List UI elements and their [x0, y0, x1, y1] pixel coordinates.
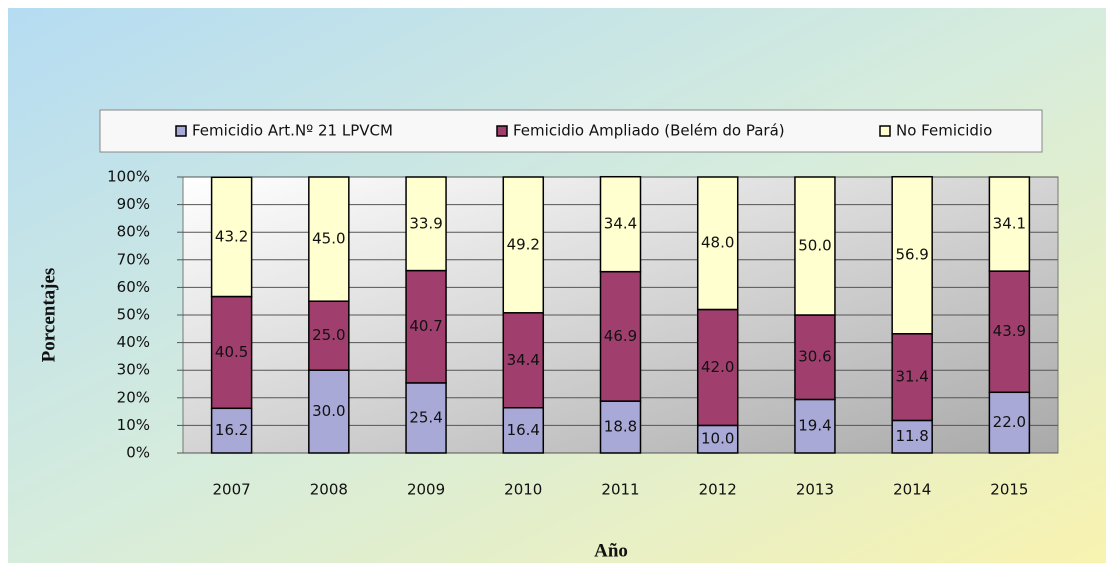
legend-swatch: [496, 125, 508, 137]
data-label: 25.0: [312, 326, 345, 344]
bar-segment: [308, 300, 350, 371]
y-tick-label: 0%: [126, 444, 150, 462]
y-tick-label: 40%: [117, 333, 150, 351]
data-label: 34.4: [507, 351, 540, 369]
data-label: 46.9: [604, 327, 637, 345]
bar-segment: [502, 176, 545, 314]
bar-segment: [405, 382, 447, 454]
x-tick-label: 2008: [310, 481, 348, 499]
y-tick-label: 60%: [117, 278, 150, 296]
bar-segment: [210, 407, 253, 454]
bar-segment: [988, 391, 1031, 454]
bar-segment: [696, 308, 739, 427]
bar-segment: [308, 176, 350, 302]
x-tick-label: 2009: [407, 481, 445, 499]
x-axis-title: Año: [594, 540, 628, 561]
y-tick-label: 100%: [107, 168, 150, 186]
data-label: 10.0: [701, 430, 734, 448]
data-label: 33.9: [409, 214, 442, 232]
bar-segment: [210, 176, 253, 298]
data-label: 30.6: [798, 348, 831, 366]
data-label: 40.7: [409, 317, 442, 335]
y-tick-label: 90%: [117, 195, 150, 213]
y-tick-label: 50%: [117, 306, 150, 324]
bar-segment: [696, 424, 739, 454]
data-label: 34.4: [604, 215, 637, 233]
data-label: 43.9: [993, 322, 1026, 340]
y-tick-label: 20%: [117, 388, 150, 406]
legend-label: No Femicidio: [896, 122, 992, 140]
legend-label: Femicidio Ampliado (Belém do Pará): [513, 122, 785, 140]
x-tick-label: 2013: [796, 481, 834, 499]
x-tick-label: 2011: [601, 481, 639, 499]
data-label: 18.8: [604, 418, 637, 436]
x-tick-label: 2010: [504, 481, 542, 499]
data-label: 49.2: [507, 235, 540, 253]
legend-swatch: [175, 125, 187, 137]
legend-swatch: [879, 125, 891, 137]
legend-label: Femicidio Art.Nº 21 LPVCM: [192, 122, 393, 140]
bar-segment: [891, 175, 933, 335]
y-axis-title: Porcentajes: [38, 268, 59, 363]
bar-segment: [405, 269, 447, 384]
bar-segment: [502, 406, 545, 454]
data-label: 34.1: [993, 215, 1026, 233]
data-label: 31.4: [895, 368, 928, 386]
data-label: 19.4: [798, 417, 831, 435]
data-label: 16.4: [507, 421, 540, 439]
data-label: 40.5: [215, 343, 248, 361]
bar-segment: [599, 175, 642, 273]
y-tick-label: 80%: [117, 223, 150, 241]
bar-segment: [794, 314, 836, 401]
data-label: 16.2: [215, 421, 248, 439]
y-tick-label: 70%: [117, 250, 150, 268]
data-label: 22.0: [993, 413, 1026, 431]
data-label: 50.0: [798, 237, 831, 255]
bar-segment: [988, 270, 1031, 394]
bar-segment: [988, 176, 1031, 272]
data-label: 43.2: [215, 227, 248, 245]
bar-segment: [891, 333, 933, 422]
x-tick-label: 2007: [213, 481, 251, 499]
data-label: 48.0: [701, 234, 734, 252]
data-label: 11.8: [895, 427, 928, 445]
data-label: 42.0: [701, 358, 734, 376]
bar-segment: [502, 312, 545, 409]
data-label: 25.4: [409, 408, 442, 426]
data-label: 30.0: [312, 402, 345, 420]
x-tick-label: 2012: [699, 481, 737, 499]
y-tick-label: 30%: [117, 361, 150, 379]
x-tick-label: 2014: [893, 481, 931, 499]
bar-segment: [599, 270, 642, 402]
bar-segment: [696, 176, 739, 311]
bar-segment: [599, 400, 642, 454]
x-tick-label: 2015: [990, 481, 1028, 499]
bar-segment: [794, 176, 836, 316]
data-label: 45.0: [312, 230, 345, 248]
y-tick-label: 10%: [117, 416, 150, 434]
data-label: 56.9: [895, 246, 928, 264]
bar-segment: [405, 176, 447, 272]
